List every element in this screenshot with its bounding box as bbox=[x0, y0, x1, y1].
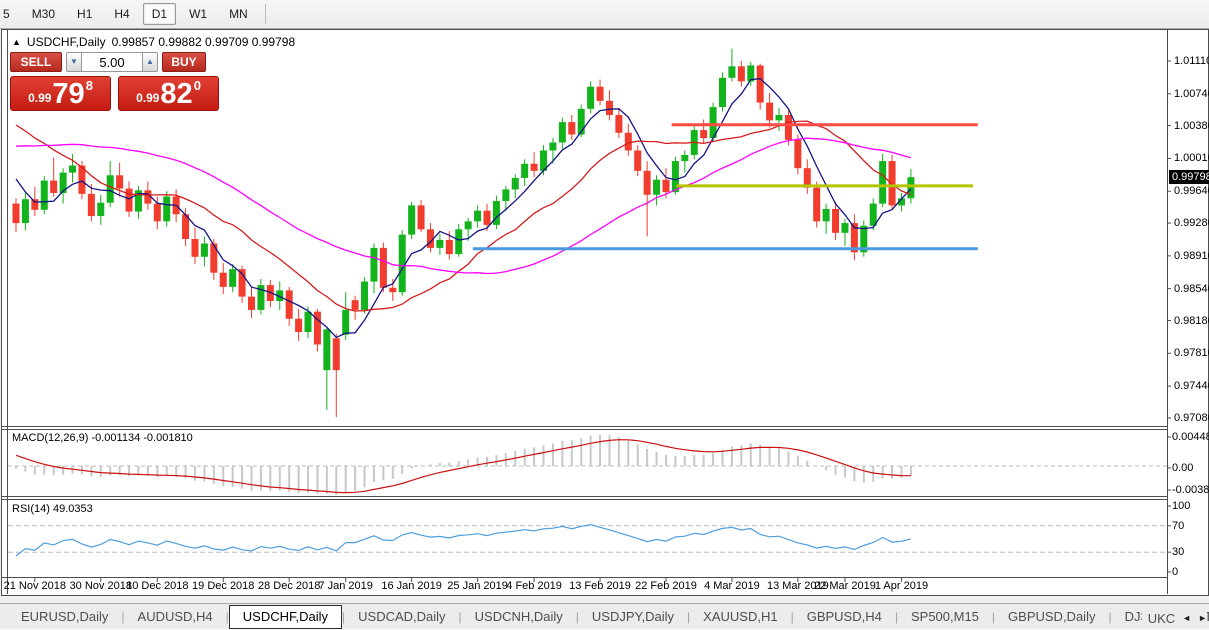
chart-tab-usdcad-daily[interactable]: USDCAD,Daily bbox=[358, 609, 446, 624]
chart-tab-usdchf-daily[interactable]: USDCHF,Daily bbox=[228, 605, 343, 629]
tab-separator: | bbox=[991, 610, 996, 624]
sell-button[interactable]: SELL bbox=[10, 52, 62, 72]
chart-tab-gbpusd-h4[interactable]: GBPUSD,H4 bbox=[806, 609, 882, 624]
tab-separator: | bbox=[121, 610, 125, 624]
sell-price-box[interactable]: 0.99 79 8 bbox=[10, 76, 111, 111]
timeframe-button-w1[interactable]: W1 bbox=[189, 7, 208, 21]
volume-decrease-icon[interactable]: ▼ bbox=[66, 52, 82, 72]
timeframe-button-h1[interactable]: H1 bbox=[77, 7, 93, 21]
chart-tab-bar: EURUSD,Daily | AUDUSD,H4 | USDCHF,Daily | USDC… bbox=[0, 603, 1209, 630]
buy-price-pip: 0 bbox=[193, 78, 201, 93]
volume-increase-icon[interactable]: ▲ bbox=[142, 52, 158, 72]
tab-separator: | bbox=[790, 610, 794, 624]
tab-separator: | bbox=[894, 610, 898, 624]
buy-button[interactable]: BUY bbox=[162, 52, 206, 72]
timeframe-button-m30[interactable]: M30 bbox=[31, 7, 56, 21]
chart-tab-usdcnh-daily[interactable]: USDCNH,Daily bbox=[474, 609, 563, 624]
chart-tab-usdjpy-daily[interactable]: USDJPY,Daily bbox=[591, 609, 675, 624]
sell-price-prefix: 0.99 bbox=[28, 91, 52, 105]
timeframe-button-d1[interactable]: D1 bbox=[142, 3, 177, 25]
tab-overflow: UKC ◄ ► bbox=[1141, 608, 1207, 628]
tab-separator: | bbox=[575, 610, 579, 624]
chart-tab-gbpusd-daily[interactable]: GBPUSD,Daily bbox=[1008, 609, 1096, 624]
tab-separator: | bbox=[458, 610, 462, 624]
timeframe-toolbar: 5 M30 H1 H4 D1 W1 MN bbox=[0, 0, 1209, 29]
tab-separator: | bbox=[687, 610, 691, 624]
toolbar-separator bbox=[264, 4, 266, 24]
chart-tab-audusd-h4[interactable]: AUDUSD,H4 bbox=[137, 609, 213, 624]
one-click-trading-panel: SELL ▼ ▲ BUY 0.99 79 8 0.99 82 0 bbox=[10, 52, 222, 111]
sell-price-main: 79 bbox=[52, 78, 85, 110]
timeframe-button-mn[interactable]: MN bbox=[229, 7, 248, 21]
timeframe-buttons: 5 M30 H1 H4 D1 W1 MN bbox=[0, 3, 259, 25]
tab-separator: | bbox=[342, 610, 346, 624]
tab-ukc-partial[interactable]: UKC bbox=[1147, 610, 1176, 626]
tab-scroll-left-icon[interactable]: ◄ bbox=[1182, 613, 1192, 623]
chart-tab-eurusd-daily[interactable]: EURUSD,Daily bbox=[21, 609, 109, 624]
sell-price-pip: 8 bbox=[85, 78, 93, 93]
timeframe-button-h4[interactable]: H4 bbox=[114, 7, 130, 21]
tab-separator: | bbox=[225, 610, 229, 624]
chart-tab-xauusd-h1[interactable]: XAUUSD,H1 bbox=[703, 609, 778, 624]
volume-input[interactable] bbox=[82, 52, 142, 72]
buy-price-box[interactable]: 0.99 82 0 bbox=[118, 76, 219, 111]
buy-price-main: 82 bbox=[160, 78, 193, 110]
timeframe-button-5[interactable]: 5 bbox=[3, 7, 10, 21]
chart-window[interactable] bbox=[1, 29, 1209, 596]
tab-scroll-right-icon[interactable]: ► bbox=[1198, 613, 1207, 623]
buy-price-prefix: 0.99 bbox=[136, 91, 160, 105]
tab-separator: | bbox=[1108, 610, 1112, 624]
chart-tab-sp500-m15[interactable]: SP500,M15 bbox=[910, 609, 979, 624]
